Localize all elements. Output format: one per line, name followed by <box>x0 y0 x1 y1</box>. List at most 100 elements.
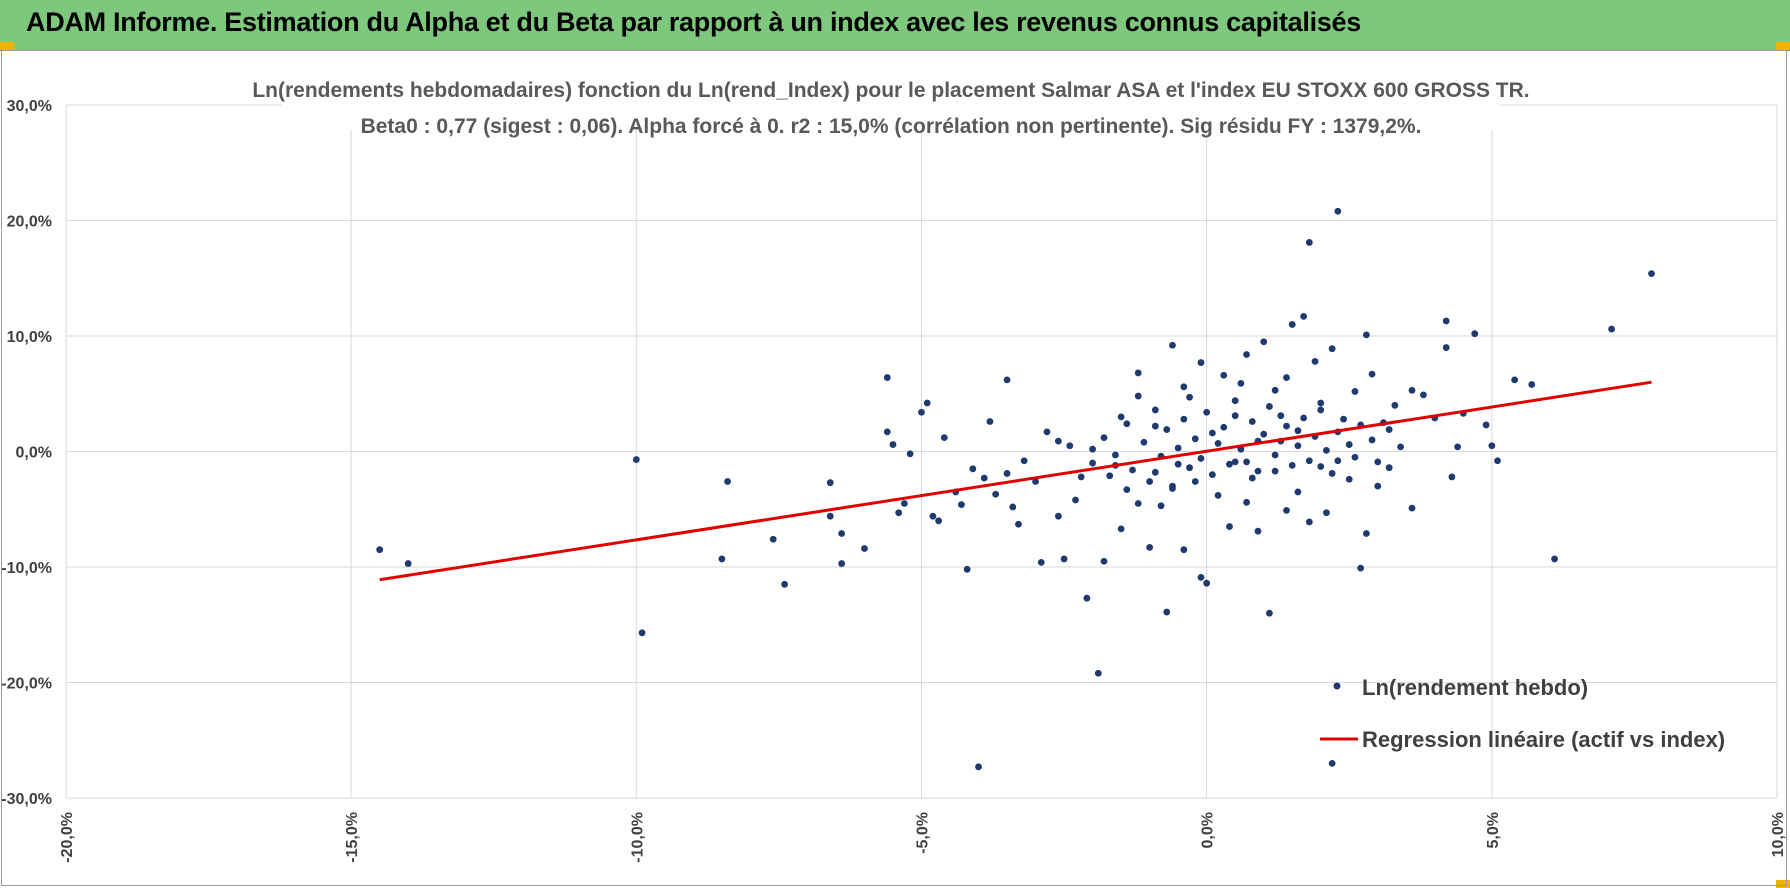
data-point <box>781 580 789 588</box>
data-point <box>1243 498 1250 506</box>
data-point <box>1174 444 1182 452</box>
legend-label-regression: Regression linéaire (actif vs index) <box>1362 727 1725 752</box>
data-point <box>1214 491 1222 499</box>
corner-marker-left <box>0 42 14 50</box>
data-point <box>1100 434 1108 442</box>
data-point <box>1117 525 1125 533</box>
data-point <box>1248 418 1256 425</box>
data-point <box>1186 393 1193 401</box>
chart-subtitle: Beta0 : 0,77 (sigest : 0,06). Alpha forc… <box>361 115 1422 138</box>
regression-line <box>379 380 1652 582</box>
data-point <box>1362 530 1370 537</box>
data-point <box>1305 239 1313 246</box>
data-point <box>940 434 948 442</box>
data-point <box>1191 435 1199 443</box>
data-point <box>1037 558 1045 566</box>
data-point <box>1243 351 1250 358</box>
data-point <box>1020 457 1028 465</box>
data-point <box>1294 488 1302 496</box>
data-point <box>1083 594 1091 602</box>
data-point <box>1151 468 1159 476</box>
regression-layer <box>379 380 1652 582</box>
legend: Ln(rendement hebdo) Regression linéaire … <box>1320 675 1725 752</box>
data-point <box>1208 471 1216 478</box>
data-point <box>638 629 646 637</box>
data-point <box>1271 451 1279 459</box>
data-point <box>1334 457 1342 465</box>
data-point <box>1043 428 1051 436</box>
chart-title: Ln(rendements hebdomadaires) fonction du… <box>252 79 1529 102</box>
data-point <box>969 465 977 473</box>
data-point <box>1066 442 1074 450</box>
data-point <box>1408 386 1416 394</box>
data-point <box>1334 207 1342 215</box>
data-point <box>1203 408 1211 416</box>
data-point <box>1123 486 1131 494</box>
data-point <box>929 512 937 520</box>
y-tick-label: 10,0% <box>7 329 52 346</box>
data-point <box>838 560 846 567</box>
data-point <box>1254 467 1262 475</box>
data-point <box>1146 478 1154 485</box>
y-tick-label: -10,0% <box>1 560 52 577</box>
data-point <box>1003 376 1011 384</box>
data-point <box>1419 391 1427 399</box>
data-point <box>1186 464 1193 472</box>
data-point <box>1368 370 1376 378</box>
data-point <box>1374 482 1382 490</box>
data-point <box>1226 523 1233 530</box>
data-point <box>1300 414 1308 422</box>
data-point <box>883 374 891 381</box>
data-point <box>1140 438 1148 446</box>
data-point <box>1180 415 1188 423</box>
data-point <box>1345 475 1353 483</box>
title-banner: ADAM Informe. Estimation du Alpha et du … <box>0 0 1790 51</box>
data-point <box>980 474 988 482</box>
data-point <box>906 450 914 458</box>
data-point <box>1471 330 1479 338</box>
data-point <box>883 428 891 436</box>
data-point <box>1317 399 1325 407</box>
y-tick-label: -30,0% <box>1 791 52 808</box>
data-point <box>1197 573 1205 581</box>
data-point <box>975 763 982 771</box>
corner-marker-right <box>1776 42 1790 50</box>
data-point <box>826 512 834 520</box>
data-point <box>1305 518 1313 526</box>
data-point <box>1494 457 1501 465</box>
x-tick-label: 0,0% <box>1200 812 1217 848</box>
data-point <box>935 517 943 525</box>
data-point <box>1208 429 1216 437</box>
x-tick-label: 10,0% <box>1770 812 1787 857</box>
data-point <box>1134 369 1142 377</box>
data-point <box>1294 442 1302 450</box>
data-point <box>1169 482 1176 490</box>
data-point <box>1009 503 1017 511</box>
data-point <box>1311 358 1319 365</box>
data-point <box>1094 669 1102 677</box>
chart-frame <box>1 50 1787 886</box>
data-point <box>1117 413 1125 421</box>
data-point <box>1374 458 1382 466</box>
data-point <box>1648 270 1655 278</box>
data-point <box>1214 440 1222 447</box>
report-title: ADAM Informe. Estimation du Alpha et du … <box>26 7 1361 37</box>
data-point <box>1003 470 1011 477</box>
data-point <box>826 479 834 487</box>
data-point <box>1157 502 1165 510</box>
y-tick-label: 30,0% <box>7 98 52 115</box>
data-point <box>1054 512 1062 520</box>
title-background <box>282 74 1500 130</box>
data-point <box>1163 426 1171 433</box>
data-point <box>1442 344 1450 351</box>
data-point <box>1248 474 1256 482</box>
data-point <box>718 555 726 563</box>
data-point <box>1351 388 1359 395</box>
data-point <box>1243 458 1250 466</box>
data-point <box>1169 341 1176 349</box>
data-point <box>1391 401 1399 409</box>
data-point <box>1340 415 1347 423</box>
data-point <box>1283 422 1290 430</box>
data-point <box>1385 426 1393 433</box>
